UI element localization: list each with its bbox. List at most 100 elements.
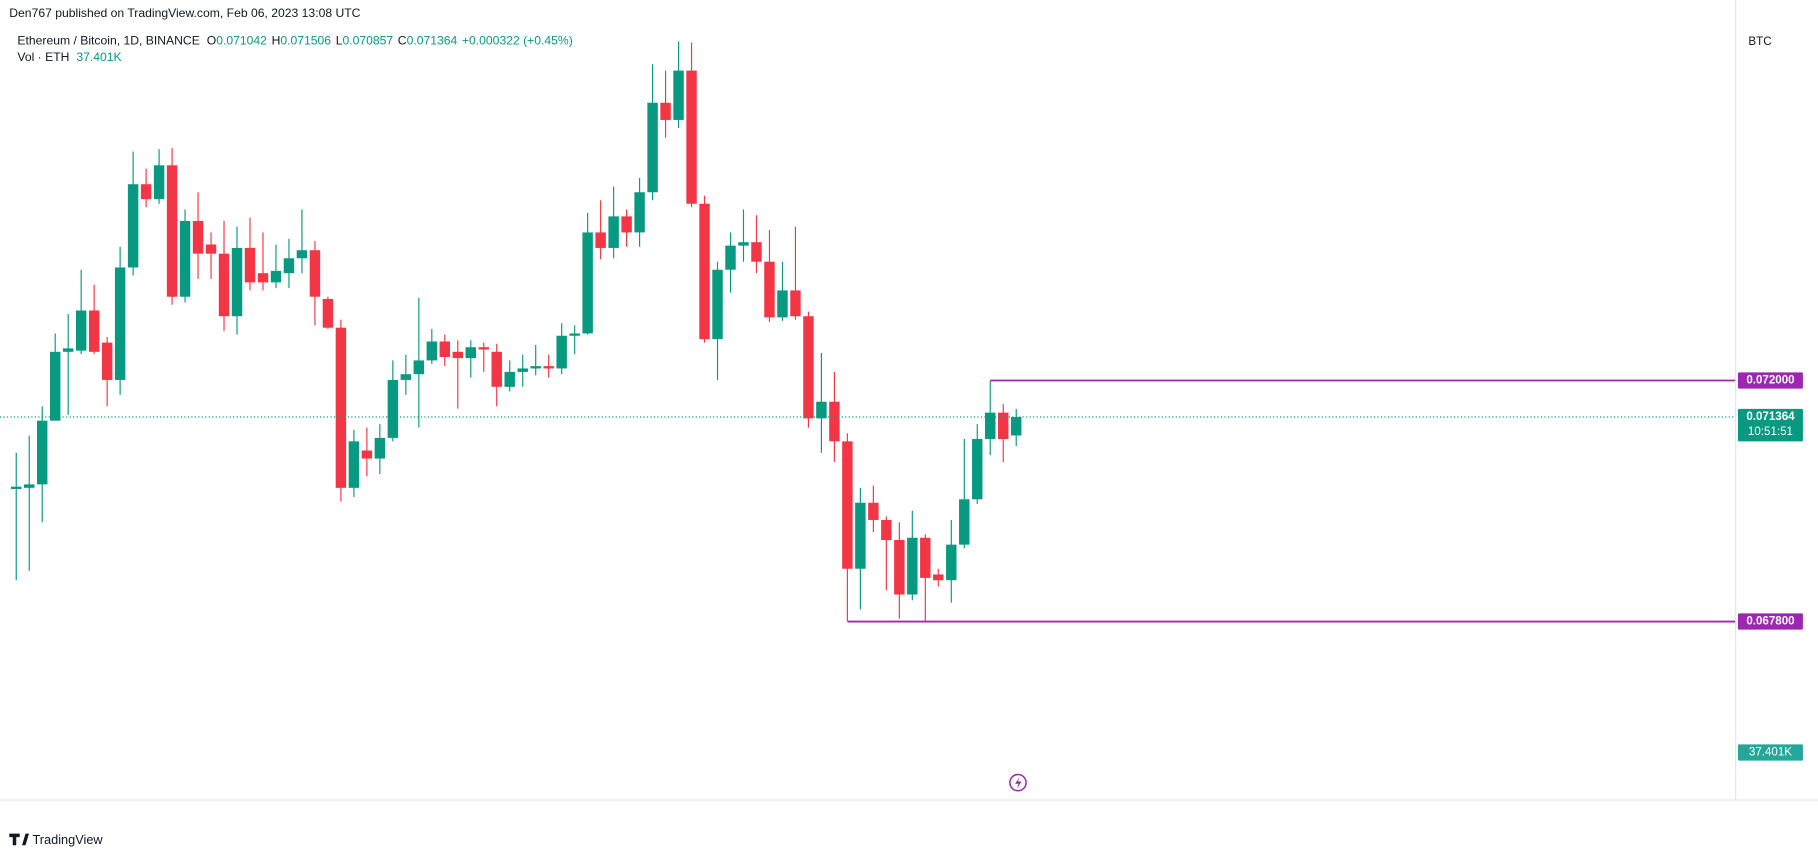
candle-body <box>244 247 256 283</box>
candle-body <box>192 220 204 254</box>
candle-body <box>712 269 723 340</box>
candle-body <box>153 165 165 200</box>
candle-body <box>309 250 321 297</box>
candle-body <box>127 184 139 268</box>
lightning-icon[interactable] <box>1009 773 1027 792</box>
candle-body <box>166 165 178 297</box>
candle-body <box>881 519 892 541</box>
candle-body <box>959 499 970 545</box>
candle-body <box>1010 417 1022 436</box>
footer-logo[interactable]: TradingView <box>9 832 103 847</box>
candle-body <box>465 347 476 359</box>
candle-body <box>257 273 269 283</box>
candle-body <box>868 502 879 520</box>
ohlc-value: 0.070857 <box>342 34 393 48</box>
symbol: Ethereum / Bitcoin, 1D, BINANCE <box>17 34 199 48</box>
candle-body <box>374 437 386 459</box>
candle-body <box>11 486 22 489</box>
candle-body <box>517 368 528 372</box>
candle-body <box>400 374 412 380</box>
candle-body <box>322 299 334 328</box>
candle-body <box>556 335 567 369</box>
candle-body <box>946 544 957 581</box>
ohlc-letter: C <box>398 34 407 48</box>
candle-body <box>49 351 61 421</box>
candle-body <box>777 290 788 318</box>
candle-body <box>907 537 918 595</box>
candle-body <box>452 351 464 359</box>
candle-body <box>634 192 645 233</box>
candle-body <box>699 203 710 340</box>
ohlc-letter: L <box>336 34 343 48</box>
candle-body <box>75 310 87 351</box>
ohlc-letter: H <box>272 34 281 48</box>
candle-body <box>582 232 593 334</box>
candle-body <box>998 412 1009 440</box>
candle-body <box>387 379 399 438</box>
candle-body <box>140 184 152 200</box>
candle-body <box>803 316 814 419</box>
volume-title: Vol · ETH <box>17 50 69 64</box>
candle-body <box>205 244 217 254</box>
price-tag <box>1737 408 1803 442</box>
candle-body <box>608 216 619 248</box>
volume-value: 37.401K <box>76 50 121 64</box>
candle-body <box>621 216 632 233</box>
candle-body <box>725 245 736 270</box>
candle-body <box>348 441 360 488</box>
volume-tag <box>1737 744 1803 761</box>
ohlc-value: 0.071042 <box>216 34 267 48</box>
overlay: 0.072000 0.067800 0.071364 10:51:51 37.401K <box>0 372 1803 761</box>
candle-body <box>751 242 762 262</box>
candle-body <box>335 327 347 488</box>
candle-body <box>101 342 113 380</box>
candle-body <box>296 250 308 259</box>
currency: BTC <box>1748 36 1771 48</box>
candle-body <box>231 247 243 317</box>
candle-body <box>283 258 295 274</box>
candle-body <box>24 484 35 488</box>
candle-body <box>504 371 515 387</box>
candle-body <box>738 242 749 246</box>
published-note: Den767 published on TradingView.com, Feb… <box>9 6 360 20</box>
ohlc-letter: O <box>207 34 216 48</box>
candle-body <box>36 420 48 485</box>
level-tag-label: 0.072000 <box>1746 375 1794 387</box>
candle-body <box>660 102 671 120</box>
candle-body <box>686 70 697 204</box>
candle-body <box>491 351 502 387</box>
legend: Ethereum / Bitcoin, 1D, BINANCE O0.071042… <box>17 34 572 48</box>
volume-legend: Vol · ETH 37.401K <box>17 50 121 64</box>
candle-body <box>361 450 373 459</box>
price-tag-label: 0.071364 <box>1746 411 1795 423</box>
candle-body <box>595 232 606 248</box>
candle-body <box>270 270 282 283</box>
level-tag <box>1737 613 1803 630</box>
candle-body <box>179 220 191 297</box>
candle-body <box>478 347 489 350</box>
candle-body <box>673 70 684 120</box>
candle-body <box>790 290 801 317</box>
candle-body <box>829 401 840 442</box>
candle-body <box>920 537 931 578</box>
candle-body <box>894 540 905 595</box>
candle-body <box>569 333 580 336</box>
candle-body <box>842 441 853 569</box>
candle-body <box>985 412 996 440</box>
candle-body <box>972 439 983 500</box>
candle-body <box>88 310 100 352</box>
candle-body <box>218 253 230 317</box>
candle-body <box>543 366 554 369</box>
candle-body <box>439 341 451 357</box>
change: +0.000322 (+0.45%) <box>462 34 573 48</box>
candle-body <box>764 261 775 318</box>
footer-text: TradingView <box>32 832 103 847</box>
ohlc-value: 0.071364 <box>407 34 458 48</box>
candle-body <box>816 401 827 419</box>
candle-body <box>855 502 866 569</box>
ohlc-value: 0.071506 <box>280 34 331 48</box>
level-tag-label: 0.067800 <box>1746 616 1794 628</box>
candle-body <box>62 348 74 352</box>
